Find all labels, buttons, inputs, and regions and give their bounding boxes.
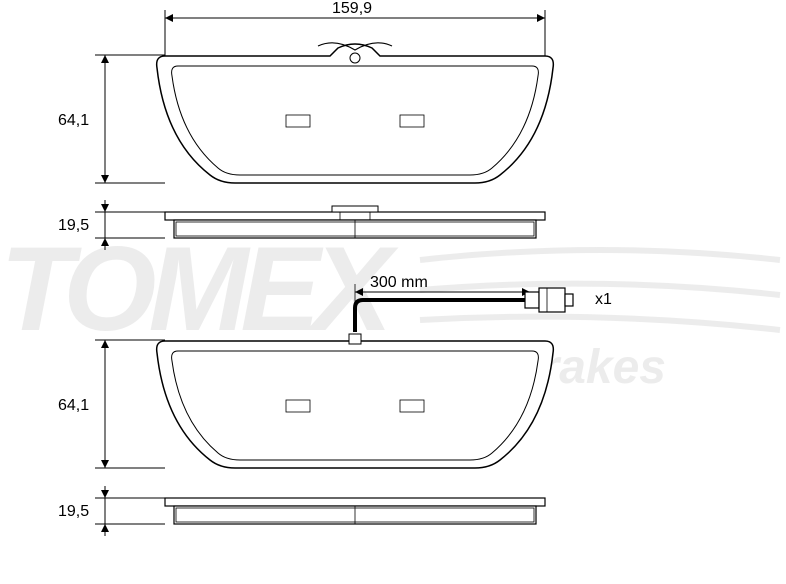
brake-pad-bottom <box>95 334 553 468</box>
brake-pad-top-side <box>95 200 545 250</box>
wear-sensor-connector <box>355 288 573 332</box>
dim-wire-label: 300 mm <box>370 274 428 292</box>
technical-drawing <box>0 0 786 584</box>
dim-height1-label: 64,1 <box>58 112 89 130</box>
dim-thickness1-label: 19,5 <box>58 217 89 235</box>
dim-width-label: 159,9 <box>332 0 372 18</box>
dim-height2-label: 64,1 <box>58 397 89 415</box>
connector-count-label: x1 <box>595 291 612 309</box>
dim-thickness2-label: 19,5 <box>58 503 89 521</box>
brake-pad-top <box>95 43 553 183</box>
brake-pad-bottom-side <box>95 486 545 536</box>
